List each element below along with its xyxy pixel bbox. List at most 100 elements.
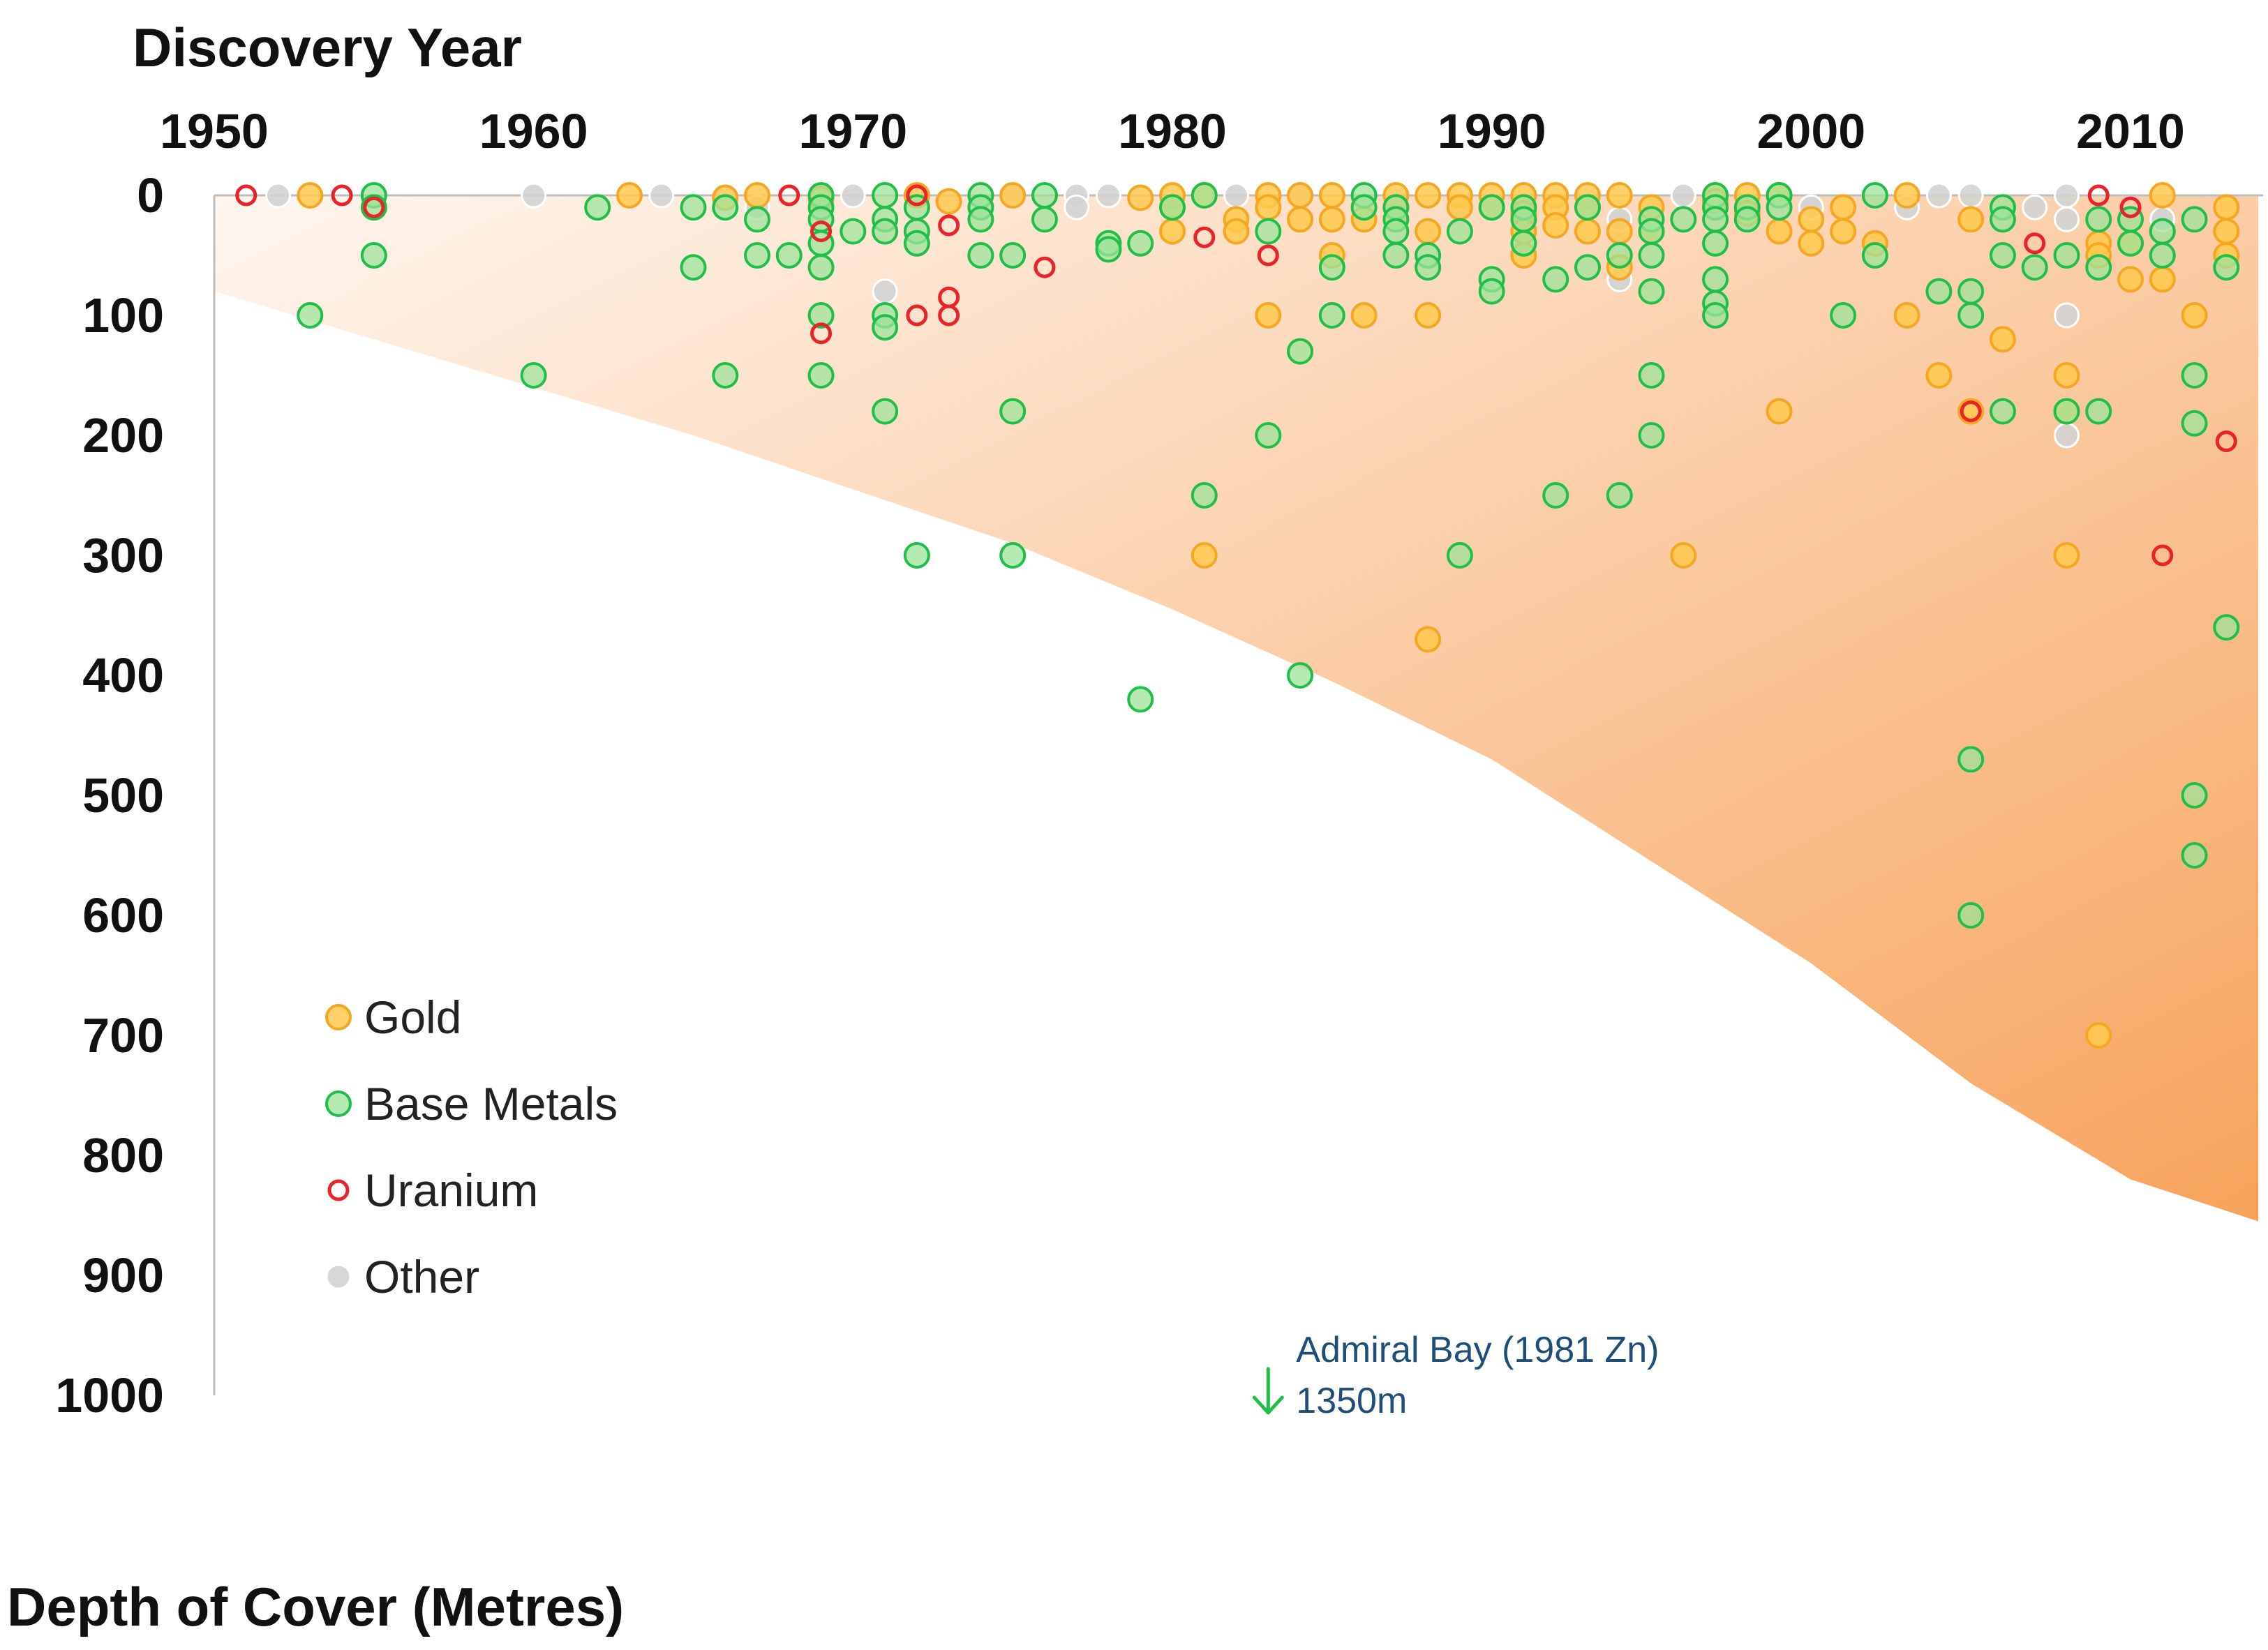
point-uranium (2215, 430, 2237, 453)
x-tick-label: 1950 (160, 104, 269, 158)
point-uranium (2024, 232, 2046, 255)
point-gold (1350, 302, 1378, 329)
point-base (807, 362, 835, 389)
point-gold (1766, 218, 1793, 245)
point-uranium (235, 184, 258, 207)
y-tick-label: 200 (82, 408, 164, 463)
point-gold (1830, 218, 1857, 245)
point-gold (999, 182, 1027, 209)
legend-label-other: Other (364, 1251, 479, 1303)
point-uranium (778, 184, 800, 207)
annotation-label: Admiral Bay (1981 Zn) (1296, 1330, 1659, 1370)
point-base (1287, 338, 1314, 365)
point-base (744, 206, 771, 233)
point-base (1510, 206, 1537, 233)
point-uranium (810, 322, 833, 345)
point-gold (2149, 266, 2176, 293)
point-base (807, 302, 835, 329)
point-other (1670, 182, 1696, 209)
point-base (967, 206, 994, 233)
point-base (1542, 482, 1569, 509)
point-base (1989, 398, 2016, 425)
point-base (1670, 206, 1697, 233)
point-gold (2117, 266, 2144, 293)
legend-label-base: Base Metals (364, 1078, 618, 1130)
point-base (2085, 398, 2112, 425)
point-base (1318, 302, 1345, 329)
point-gold (2181, 302, 2208, 329)
point-base (1191, 482, 1218, 509)
point-base (1159, 194, 1186, 221)
point-gold (2213, 194, 2240, 221)
point-base (2117, 230, 2144, 257)
point-base (1127, 230, 1154, 257)
point-base (2181, 842, 2208, 869)
point-gold (1255, 302, 1282, 329)
point-gold (1446, 194, 1473, 221)
point-base (1702, 302, 1729, 329)
point-base (1861, 182, 1888, 209)
point-base (2149, 242, 2176, 269)
legend: Gold Base Metals Uranium Other (325, 991, 618, 1303)
point-uranium (1193, 226, 1216, 248)
point-uranium (810, 220, 833, 243)
point-base (1350, 194, 1378, 221)
point-gold (1606, 182, 1633, 209)
point-other (1223, 182, 1250, 209)
point-base (903, 230, 930, 257)
point-gold (1223, 218, 1250, 245)
point-uranium (1960, 400, 1982, 423)
point-gold (2053, 362, 2080, 389)
point-base (1638, 362, 1665, 389)
x-tick-label: 2000 (1756, 104, 1865, 158)
point-gold (1798, 230, 1825, 257)
point-other (2053, 302, 2080, 329)
point-gold (1830, 194, 1857, 221)
legend-label-uranium: Uranium (364, 1164, 538, 1216)
point-base (1606, 242, 1633, 269)
legend-marker-base (325, 1090, 352, 1117)
point-other (840, 182, 866, 209)
y-tick-label: 400 (82, 648, 164, 703)
point-gold (1766, 398, 1793, 425)
point-gold (935, 188, 962, 215)
point-gold (1798, 206, 1825, 233)
x-tick-label: 1990 (1438, 104, 1546, 158)
point-uranium (363, 196, 385, 218)
point-base (1255, 218, 1282, 245)
point-base (1031, 182, 1058, 209)
point-gold (744, 182, 771, 209)
point-gold (1542, 212, 1569, 239)
point-other (521, 182, 547, 209)
point-base (1510, 230, 1537, 257)
point-gold (1415, 182, 1442, 209)
point-other (1095, 182, 1121, 209)
point-base (872, 218, 899, 245)
point-base (967, 242, 994, 269)
point-base (2053, 242, 2080, 269)
point-gold (1159, 218, 1186, 245)
point-gold (616, 182, 643, 209)
point-other (1925, 182, 1952, 209)
point-base (1446, 218, 1473, 245)
point-base (1606, 482, 1633, 509)
point-base (297, 302, 324, 329)
y-tick-label: 900 (82, 1248, 164, 1303)
point-base (2213, 254, 2240, 281)
point-base (872, 398, 899, 425)
x-tick-label: 2010 (2076, 104, 2185, 158)
point-base (1638, 422, 1665, 449)
point-base (520, 362, 547, 389)
point-base (1415, 254, 1442, 281)
point-base (1095, 236, 1122, 263)
point-base (775, 242, 803, 269)
x-tick-labels: 1950 1960 1970 1980 1990 2000 2010 (160, 104, 2185, 158)
y-tick-labels: 0 100 200 300 400 500 600 700 800 900 1000 (55, 168, 164, 1423)
y-tick-label: 0 (137, 168, 164, 223)
point-gold (2213, 218, 2240, 245)
point-base (1478, 194, 1505, 221)
point-gold (297, 182, 324, 209)
point-base (999, 398, 1027, 425)
point-gold (2149, 182, 2176, 209)
point-base (2213, 614, 2240, 641)
